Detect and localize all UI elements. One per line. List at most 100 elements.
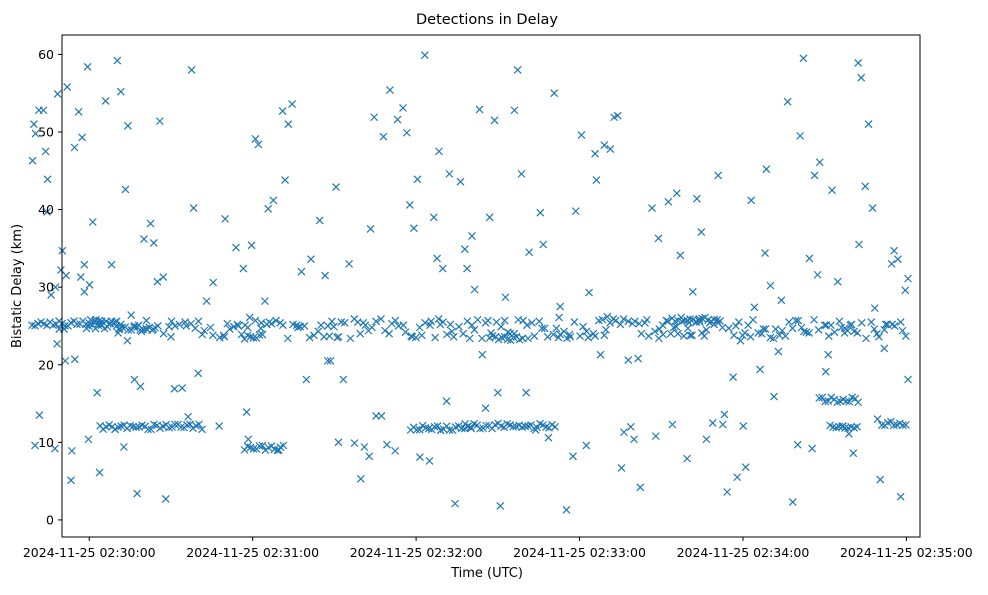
data-point [766, 281, 775, 290]
data-point [254, 140, 263, 149]
data-point [93, 388, 102, 397]
data-point [591, 149, 599, 158]
data-point [697, 228, 706, 237]
data-point [63, 83, 72, 91]
data-point [603, 312, 612, 321]
data-point [619, 315, 628, 323]
data-point [420, 51, 429, 60]
data-point [497, 322, 506, 331]
data-point [669, 323, 678, 332]
data-point [518, 334, 527, 343]
data-point [761, 325, 770, 333]
data-point [456, 177, 465, 186]
data-point [624, 317, 633, 326]
data-point [82, 324, 91, 333]
data-point [356, 474, 365, 483]
data-point [542, 423, 550, 431]
data-point [247, 241, 256, 250]
data-point [624, 356, 633, 365]
data-point [476, 424, 485, 433]
data-point [245, 313, 254, 322]
data-point [488, 331, 497, 340]
data-point [482, 421, 491, 430]
data-point [759, 325, 768, 333]
data-point [835, 422, 844, 431]
data-point [654, 234, 663, 243]
data-point [539, 240, 548, 249]
data-point [113, 56, 122, 65]
data-point [171, 420, 179, 429]
data-point [43, 175, 52, 184]
data-point [260, 297, 269, 306]
data-point [256, 324, 265, 333]
data-point [251, 316, 260, 325]
data-point [449, 332, 458, 341]
data-point [332, 183, 340, 191]
data-point [411, 333, 420, 342]
data-point [159, 329, 168, 338]
data-point [501, 293, 510, 302]
data-point [293, 323, 302, 332]
data-point [901, 286, 910, 295]
y-tick-label: 30 [38, 280, 54, 295]
data-point [284, 120, 293, 129]
data-point [438, 264, 447, 273]
data-point [70, 355, 79, 364]
data-point [805, 254, 814, 263]
data-point [465, 334, 474, 343]
data-point [896, 492, 905, 501]
data-point [136, 326, 145, 335]
data-point [468, 232, 476, 240]
data-point [334, 332, 343, 341]
data-point [720, 410, 729, 419]
data-point [600, 331, 609, 340]
data-point [457, 424, 466, 433]
data-point [339, 375, 348, 384]
data-point [778, 326, 787, 335]
x-axis-ticks: 2024-11-25 02:30:00 2024-11-25 02:31:00 20… [23, 537, 973, 560]
data-point [710, 315, 719, 324]
data-point [463, 264, 471, 273]
data-point [243, 323, 252, 332]
data-point [70, 143, 79, 152]
data-point [118, 323, 127, 332]
data-point [149, 239, 158, 247]
data-point [522, 388, 531, 397]
data-point [503, 335, 512, 344]
data-point [739, 422, 748, 430]
data-point [165, 423, 173, 432]
data-point [366, 225, 375, 233]
data-point [74, 107, 83, 116]
data-point [824, 332, 833, 340]
data-point [692, 194, 701, 203]
data-point [429, 213, 438, 222]
data-point [50, 444, 59, 453]
data-point [901, 421, 910, 429]
data-point [565, 330, 574, 339]
data-point [279, 441, 288, 450]
data-point [724, 324, 733, 333]
data-point [133, 489, 142, 498]
data-point [51, 283, 60, 292]
data-point [136, 382, 145, 391]
data-point [278, 107, 287, 115]
data-point [365, 452, 374, 461]
data-point [182, 322, 191, 330]
data-point [761, 249, 769, 257]
data-point [796, 131, 805, 140]
data-point [225, 325, 234, 333]
data-point [750, 303, 759, 312]
data-point [887, 259, 896, 268]
data-point [334, 438, 343, 447]
data-point [151, 323, 160, 332]
data-point [421, 318, 430, 327]
data-point [80, 287, 89, 296]
data-point [473, 315, 482, 324]
data-point [272, 316, 281, 325]
data-point [870, 304, 879, 313]
data-point [356, 329, 365, 338]
data-point [582, 441, 591, 450]
data-point [734, 318, 743, 327]
data-point [67, 476, 75, 485]
